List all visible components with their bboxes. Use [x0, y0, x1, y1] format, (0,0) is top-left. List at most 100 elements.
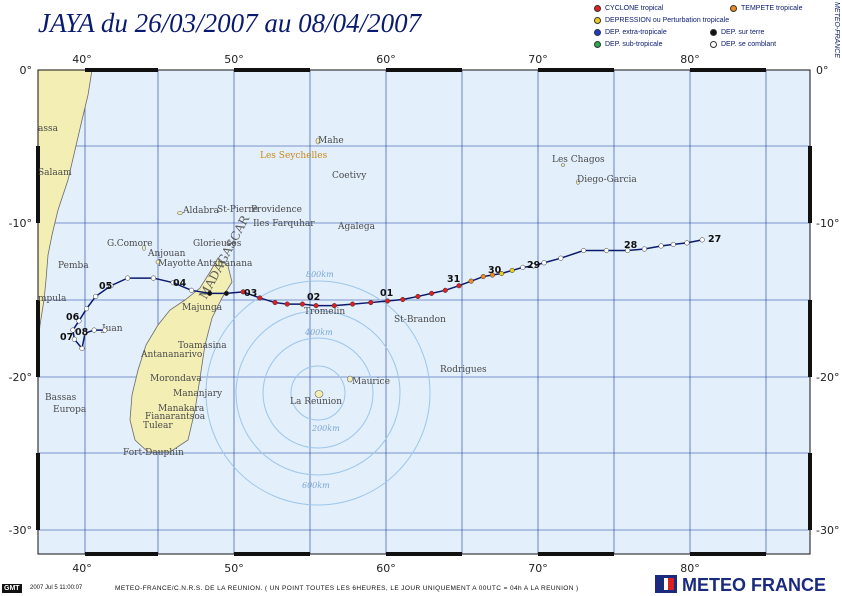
- track-point: [272, 300, 278, 306]
- madagascar-landmass: [129, 257, 233, 453]
- track-point: [384, 298, 391, 304]
- place-label: Juan: [101, 324, 123, 334]
- place-label: Rodrigues: [440, 365, 487, 375]
- place-label: Aldabra: [182, 206, 220, 216]
- place-label: Salaam: [38, 168, 72, 178]
- range-rings: [205, 280, 431, 506]
- track-point: [284, 301, 290, 307]
- track-point: [670, 241, 676, 247]
- place-label: Coetivy: [332, 171, 367, 181]
- track-point: [625, 247, 631, 254]
- small-islands: [142, 137, 580, 398]
- track-day-label: 30: [488, 265, 502, 276]
- range-ring-label: 600km: [302, 481, 330, 490]
- subtropical-dot-icon: [594, 40, 601, 48]
- lat-label-left: -30°: [9, 524, 32, 537]
- cyclone-dot-icon: [594, 4, 601, 12]
- track-map: 40° 50° 60° 70° 80° 40° 50° 60° 70° 80° …: [9, 53, 840, 575]
- place-label: Glorieuses: [193, 239, 242, 249]
- legend-label: DEP. extra-tropicale: [605, 29, 667, 36]
- place-label: Les Chagos: [552, 155, 605, 165]
- place-label: Morondava: [150, 374, 202, 384]
- lat-label-left: 0°: [20, 64, 33, 77]
- legend-item-tempete: TEMPETE tropicale: [730, 4, 802, 13]
- track-legend: CYCLONE tropical TEMPETE tropicale DEPRE…: [590, 4, 820, 54]
- range-ring-label: 400km: [304, 328, 333, 337]
- track-day-label: 02: [307, 292, 320, 303]
- lat-label-right: -30°: [816, 524, 839, 537]
- track-point: [641, 246, 647, 252]
- track-point: [684, 240, 690, 246]
- range-ring-200km: [290, 365, 346, 421]
- place-label: Majunga: [182, 303, 223, 313]
- credit-text: METEO-FRANCE/C.N.R.S. DE LA REUNION. ( U…: [115, 585, 579, 592]
- track-point: [76, 318, 82, 324]
- africa-landmass: [38, 70, 93, 346]
- track-point: [541, 260, 547, 266]
- track-point: [699, 237, 705, 243]
- track-point: [240, 289, 246, 295]
- place-label: Toamasina: [178, 341, 227, 351]
- place-label: Iles Farquhar: [253, 219, 315, 229]
- lat-label-right: 0°: [816, 64, 829, 77]
- lon-label-top: 80°: [680, 53, 700, 66]
- track-day-label: 31: [447, 274, 460, 285]
- track-day-label: 05: [99, 281, 112, 292]
- track-point: [108, 283, 114, 289]
- track-point: [70, 327, 76, 333]
- place-label: St-Pierre: [217, 205, 258, 215]
- place-label: La Reunion: [290, 397, 342, 407]
- legend-item-cyclone: CYCLONE tropical: [594, 4, 663, 13]
- place-label: Antananarivo: [140, 350, 202, 360]
- track-point: [442, 287, 448, 293]
- lon-label-bottom: 50°: [224, 562, 244, 575]
- track-day-label: 01: [380, 288, 393, 299]
- place-label: Agalega: [337, 222, 376, 232]
- track-point: [368, 300, 374, 306]
- track-point: [509, 267, 515, 273]
- track-point: [530, 263, 536, 269]
- track-day-label: 07: [60, 332, 73, 343]
- place-label: Maurice: [352, 377, 390, 387]
- legend-item-extratropicale: DEP. extra-tropicale: [594, 28, 667, 37]
- gmt-badge: GMT: [2, 584, 22, 593]
- footer-bar: GMT 2007 Jul 5 11:00:07 METEO-FRANCE/C.N…: [0, 575, 842, 595]
- track-point: [480, 274, 486, 280]
- lon-label-top: 40°: [72, 53, 92, 66]
- track-day-label: 27: [708, 234, 721, 245]
- lat-label-right: -20°: [816, 371, 839, 384]
- legend-label: DEPRESSION ou Perturbation tropicale: [605, 17, 730, 24]
- map-title: JAYA du 26/03/2007 au 08/04/2007: [38, 8, 422, 38]
- track-point: [468, 278, 474, 284]
- track-point: [489, 272, 495, 278]
- legend-label: DEP. se comblant: [721, 41, 777, 48]
- track-point: [429, 290, 435, 296]
- track-point: [71, 336, 77, 342]
- place-label: St-Brandon: [394, 315, 446, 325]
- track-point: [150, 275, 156, 281]
- extratropical-dot-icon: [594, 28, 601, 36]
- track-point: [188, 287, 194, 293]
- track-point: [456, 283, 462, 289]
- place-label: Manakara: [158, 404, 205, 414]
- legend-item-depression: DEPRESSION ou Perturbation tropicale: [594, 16, 729, 25]
- track-point: [331, 303, 337, 309]
- track-point: [170, 280, 176, 286]
- place-label: assa: [38, 124, 59, 134]
- place-label: Europa: [53, 405, 87, 415]
- track-point: [82, 330, 88, 336]
- dissipating-dot-icon: [710, 40, 717, 48]
- track-day-label: 08: [75, 327, 89, 338]
- place-label: Tulear: [143, 421, 173, 431]
- lat-label-right: -10°: [816, 217, 839, 230]
- lat-label-left: -10°: [9, 217, 32, 230]
- place-label: mpula: [38, 294, 67, 304]
- track-point: [102, 327, 108, 333]
- track-point: [207, 290, 213, 296]
- track-point: [93, 293, 99, 299]
- place-label: Providence: [251, 205, 302, 215]
- track-point: [91, 327, 97, 333]
- lon-label-bottom: 40°: [72, 562, 92, 575]
- track-point: [125, 275, 131, 281]
- place-label: Anjouan: [147, 249, 186, 259]
